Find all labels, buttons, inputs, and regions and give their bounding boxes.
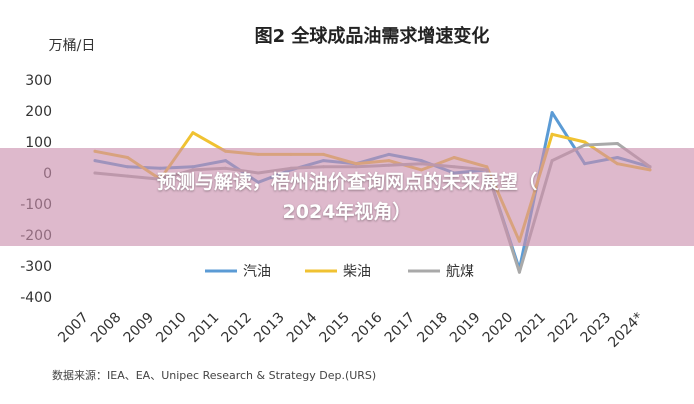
x-tick-label: 2024* bbox=[605, 310, 646, 351]
x-tick-label: 2019 bbox=[447, 310, 484, 347]
x-tick-label: 2012 bbox=[219, 310, 256, 347]
data-point bbox=[191, 131, 195, 135]
x-tick-label: 2022 bbox=[545, 310, 582, 347]
x-tick-label: 2007 bbox=[55, 310, 92, 347]
headline-line-1: 预测与解读，梧州油价查询网点的未来展望（ bbox=[156, 171, 537, 193]
data-point bbox=[550, 132, 554, 136]
headline-line-2: 2024年视角） bbox=[282, 201, 412, 223]
y-tick-label: -400 bbox=[20, 290, 52, 306]
x-tick-label: 2017 bbox=[382, 310, 419, 347]
legend-label: 汽油 bbox=[243, 264, 271, 280]
x-tick-label: 2009 bbox=[121, 310, 158, 347]
data-source-note: 数据来源：IEA、EA、Unipec Research & Strategy D… bbox=[52, 368, 376, 382]
y-tick-label: 300 bbox=[25, 73, 52, 89]
x-tick-label: 2018 bbox=[414, 310, 451, 347]
data-point bbox=[615, 142, 619, 145]
x-tick-label: 2021 bbox=[512, 310, 549, 347]
legend-label: 航煤 bbox=[446, 264, 474, 280]
data-point bbox=[517, 270, 521, 274]
legend-label: 柴油 bbox=[343, 264, 371, 280]
chart-title: 图2 全球成品油需求增速变化 bbox=[255, 25, 490, 47]
x-tick-label: 2011 bbox=[186, 310, 223, 347]
data-point bbox=[583, 140, 587, 144]
x-tick-label: 2010 bbox=[153, 310, 190, 347]
headline-banner: 预测与解读，梧州油价查询网点的未来展望（ 2024年视角） bbox=[0, 148, 694, 246]
x-tick-label: 2015 bbox=[316, 310, 353, 347]
y-axis-label: 万桶/日 bbox=[49, 38, 96, 54]
x-axis-ticks: 2007200820092010201120122013201420152016… bbox=[55, 309, 647, 351]
y-tick-label: 200 bbox=[25, 104, 52, 120]
data-point bbox=[550, 111, 554, 115]
x-tick-label: 2014 bbox=[284, 309, 321, 346]
y-tick-label: 100 bbox=[25, 135, 52, 151]
legend: 汽油 柴油 航煤 bbox=[205, 264, 474, 280]
data-point bbox=[583, 143, 587, 147]
y-tick-label: -300 bbox=[20, 259, 52, 275]
x-tick-label: 2020 bbox=[480, 310, 517, 347]
x-tick-label: 2013 bbox=[251, 310, 288, 347]
x-tick-label: 2008 bbox=[88, 310, 125, 347]
x-tick-label: 2016 bbox=[349, 309, 386, 346]
